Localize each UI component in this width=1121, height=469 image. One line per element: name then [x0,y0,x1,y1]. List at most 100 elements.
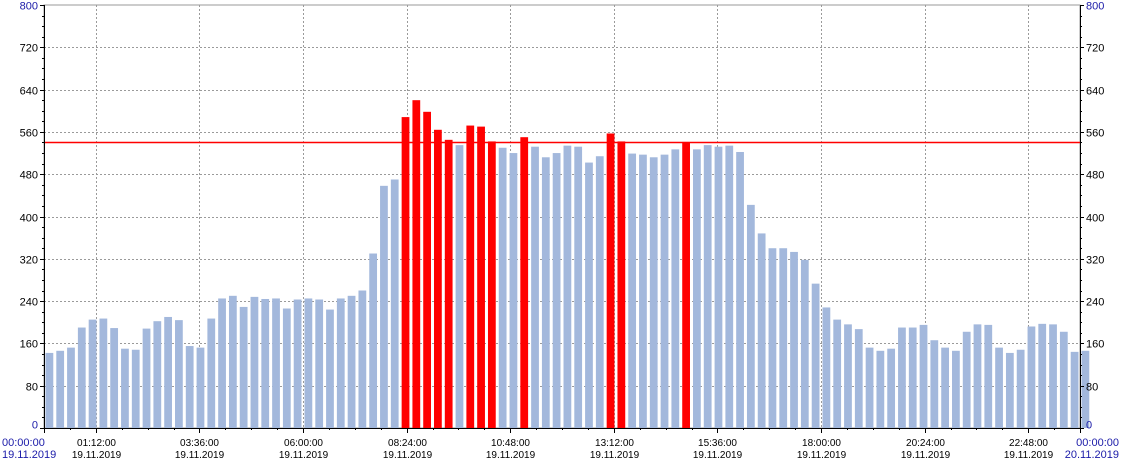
bar [272,298,280,428]
bar [898,327,906,428]
bar [552,153,561,429]
bar [380,185,388,428]
labels: 0 0 80 80 160 160 240 240 320 320 400 400 480 480 560 5… [2,1,1119,462]
x-tick-time: 06:00:00 [284,438,323,449]
bar [498,147,507,428]
bar [369,253,378,428]
y-tick-label-right: 640 [1086,86,1104,98]
y-tick-label-left: 800 [20,1,38,13]
bar [390,179,399,428]
bar [995,347,1003,428]
bar [746,204,755,428]
bar [1016,349,1025,428]
bar [261,298,270,428]
y-tick-label-right: 560 [1086,128,1104,140]
bar [757,233,766,428]
x-tick-time: 01:12:00 [77,438,116,449]
bar [854,329,863,428]
y-tick-label-left: 160 [20,339,38,351]
y-tick-label-left: 640 [20,86,38,98]
x-tick-time: 00:00:00 [2,437,45,449]
bar [56,350,65,428]
bar [164,316,172,428]
bar [790,251,798,428]
bar [962,331,971,428]
bar [67,347,75,428]
bar [941,347,949,428]
bar [196,347,205,428]
bar [185,346,194,428]
y-tick-label-right: 80 [1086,382,1098,394]
bar-over-threshold [412,100,421,429]
bar [175,320,183,428]
bar [908,327,917,428]
bar-over-threshold [682,141,690,428]
bar [207,318,216,428]
bar [455,145,464,428]
bar [1027,326,1036,428]
y-tick-label-left: 320 [20,255,38,267]
y-tick-label-left: 80 [26,382,38,394]
y-tick-label-left: 720 [20,43,38,55]
bar [930,340,939,428]
bar [574,146,583,428]
bar [952,350,960,428]
bar [585,162,593,428]
y-tick-label-right: 0 [1086,420,1092,432]
bar [671,149,680,428]
bar [984,324,993,428]
bars [45,100,1090,429]
x-tick-time: 13:12:00 [595,438,634,449]
bar [811,283,820,428]
bar [919,324,928,428]
y-tick-label-right: 160 [1086,339,1104,351]
x-tick-date: 19.11.2019 [383,450,433,461]
bar [725,145,734,428]
bar [88,319,97,428]
x-tick-time: 18:00:00 [802,438,841,449]
bar [1070,351,1079,428]
y-tick-label-left: 240 [20,297,38,309]
axes [40,5,1084,433]
bar [1049,324,1057,428]
bar [1081,350,1090,428]
bar [563,145,572,428]
bar-over-threshold [477,126,485,429]
bar [336,298,345,428]
x-tick-date: 19.11.2019 [72,450,122,461]
bar [1005,352,1014,428]
x-tick-date: 19.11.2019 [2,449,56,461]
bar [1059,331,1068,428]
y-tick-label-left: 0 [32,420,38,432]
bar [649,157,658,428]
y-tick-label-right: 800 [1086,1,1104,13]
x-tick-date: 19.11.2019 [901,450,951,461]
y-tick-label-right: 240 [1086,297,1104,309]
bar [282,308,291,428]
bar [822,307,831,428]
bar [876,350,885,428]
x-tick-date: 19.11.2019 [279,450,329,461]
bar [1038,323,1047,428]
bar [293,299,302,428]
bar [973,324,982,428]
bar [693,149,701,428]
bar [45,352,54,428]
bar [304,298,313,428]
x-tick-time: 00:00:00 [1076,437,1119,449]
y-tick-label-right: 720 [1086,43,1104,55]
bar [595,156,604,428]
bar-over-threshold [434,129,442,429]
bar-over-threshold [401,117,410,428]
bar [768,248,777,428]
x-tick-time: 20:24:00 [906,438,945,449]
bar [887,348,896,428]
bar-over-threshold [423,111,431,428]
bar [844,324,852,428]
bar [110,328,119,428]
bar-over-threshold [487,141,496,429]
bar [736,151,744,429]
bar [121,348,129,428]
y-tick-label-right: 400 [1086,213,1104,225]
